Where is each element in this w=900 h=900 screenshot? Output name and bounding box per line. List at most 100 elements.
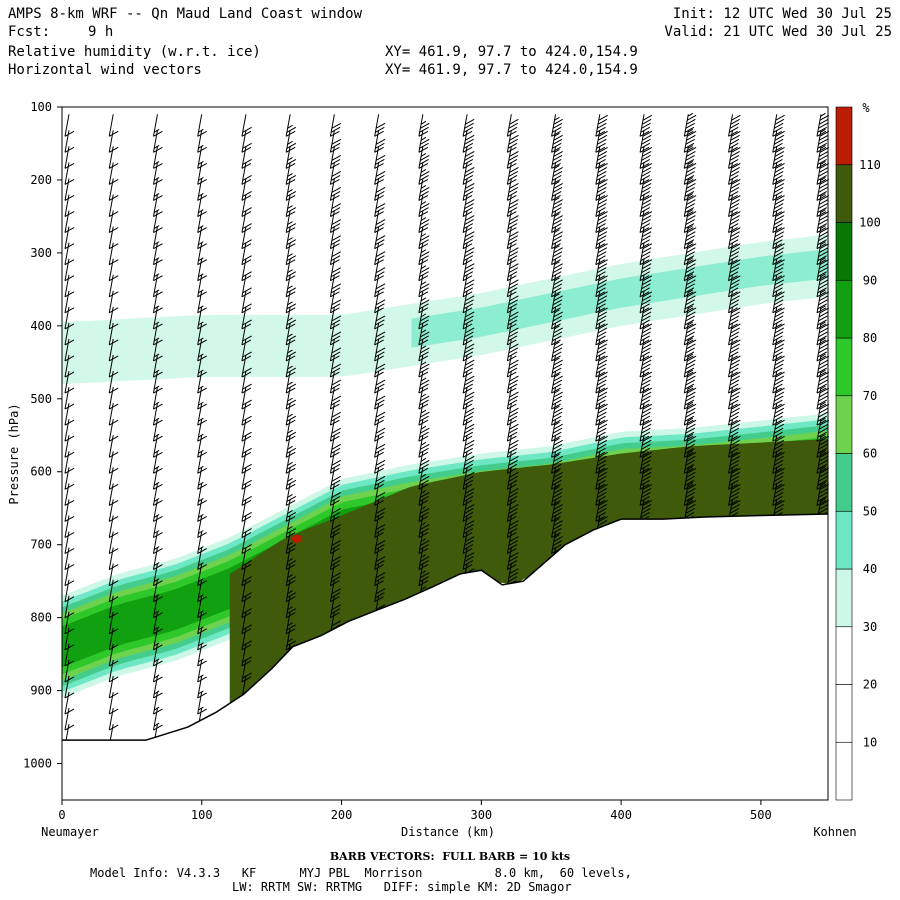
barb-staff (639, 290, 645, 313)
barb-staff (816, 226, 822, 249)
barb-flag (551, 130, 561, 137)
barb-flag (330, 479, 341, 486)
barb-flag (420, 203, 430, 209)
barb-flag (462, 371, 473, 378)
barb-flag (774, 471, 785, 478)
barb-flag (728, 307, 738, 314)
barb-flag (730, 391, 740, 398)
barb-half-flag (287, 237, 293, 242)
barb-flag (375, 319, 385, 326)
barb-flag (729, 219, 740, 226)
barb-flag (507, 291, 517, 298)
barb-flag (507, 271, 518, 278)
wind-barb (418, 194, 430, 217)
barb-flag (596, 475, 607, 482)
barb-flag (641, 331, 651, 338)
barb-flag (197, 435, 207, 442)
wind-barb (639, 194, 653, 217)
barb-flag (641, 379, 651, 386)
barb-flag (731, 403, 741, 410)
wind-barb (285, 515, 297, 538)
barb-flag (331, 459, 342, 466)
barb-flag (596, 271, 606, 278)
barb-staff (64, 322, 70, 346)
barb-flag (462, 275, 473, 282)
barb-flag (816, 259, 827, 266)
barb-half-flag (554, 373, 560, 378)
barb-flag (818, 471, 829, 478)
wind-barb (772, 338, 785, 362)
barb-flag (464, 263, 475, 270)
barb-flag (684, 255, 695, 262)
barb-flag (153, 676, 163, 683)
barb-flag (153, 323, 163, 330)
barb-flag (772, 275, 783, 282)
barb-staff (197, 563, 203, 586)
barb-flag (153, 146, 163, 153)
barb-flag (64, 692, 75, 699)
barb-staff (506, 419, 512, 442)
barb-flag (818, 219, 828, 226)
barb-flag (773, 331, 784, 338)
wind-barb (152, 338, 163, 362)
barb-flag (374, 387, 384, 394)
barb-staff (152, 627, 158, 650)
wind-barb (418, 114, 430, 137)
barb-staff (551, 515, 557, 538)
wind-barb (64, 547, 75, 571)
barb-flag (686, 504, 696, 510)
barb-flag (420, 347, 430, 354)
barb-flag (818, 122, 828, 129)
barb-flag (553, 215, 563, 222)
barb-staff (551, 114, 557, 137)
barb-staff (64, 579, 70, 602)
barb-staff (329, 403, 335, 426)
barb-flag (685, 122, 695, 129)
barb-flag (153, 195, 163, 201)
barb-staff (64, 499, 70, 522)
barb-flag (551, 355, 561, 362)
barb-flag (817, 431, 827, 438)
barb-flag (374, 451, 384, 458)
wind-barb (241, 467, 252, 490)
barb-flag (464, 134, 475, 141)
barb-flag (64, 179, 75, 185)
barb-flag (375, 604, 386, 611)
barb-flag (286, 142, 297, 149)
wind-barb (551, 387, 563, 410)
barb-flag (508, 299, 518, 306)
barb-staff (152, 290, 158, 313)
barb-half-flag (198, 305, 204, 310)
barb-flag (774, 295, 785, 302)
barb-staff (285, 130, 291, 153)
barb-flag (730, 183, 740, 189)
barb-staff (551, 467, 557, 490)
barb-staff (639, 146, 645, 169)
barb-flag (330, 431, 341, 438)
barb-flag (642, 339, 653, 346)
wind-barb (816, 273, 830, 298)
barb-flag (330, 451, 340, 458)
valid-time: Valid: 21 UTC Wed 30 Jul 25 (664, 24, 892, 40)
wind-barb (772, 403, 785, 426)
wind-barb (462, 483, 475, 506)
barb-flag (816, 146, 827, 153)
wind-barb (152, 691, 163, 715)
barb-flag (639, 451, 650, 458)
barb-flag (553, 150, 563, 157)
barb-flag (464, 118, 475, 125)
barb-flag (374, 323, 384, 330)
wind-barb (772, 146, 785, 169)
barb-staff (816, 178, 822, 201)
wind-barb (285, 467, 297, 490)
wind-barb (551, 242, 563, 266)
barb-flag (598, 451, 608, 458)
wind-barb (816, 321, 830, 346)
barb-staff (772, 370, 778, 394)
wind-barb (64, 194, 75, 217)
wind-barb (197, 451, 207, 474)
wind-barb (816, 161, 830, 185)
barb-flag (509, 471, 519, 478)
barb-half-flag (287, 510, 293, 514)
barb-flag (818, 247, 829, 254)
